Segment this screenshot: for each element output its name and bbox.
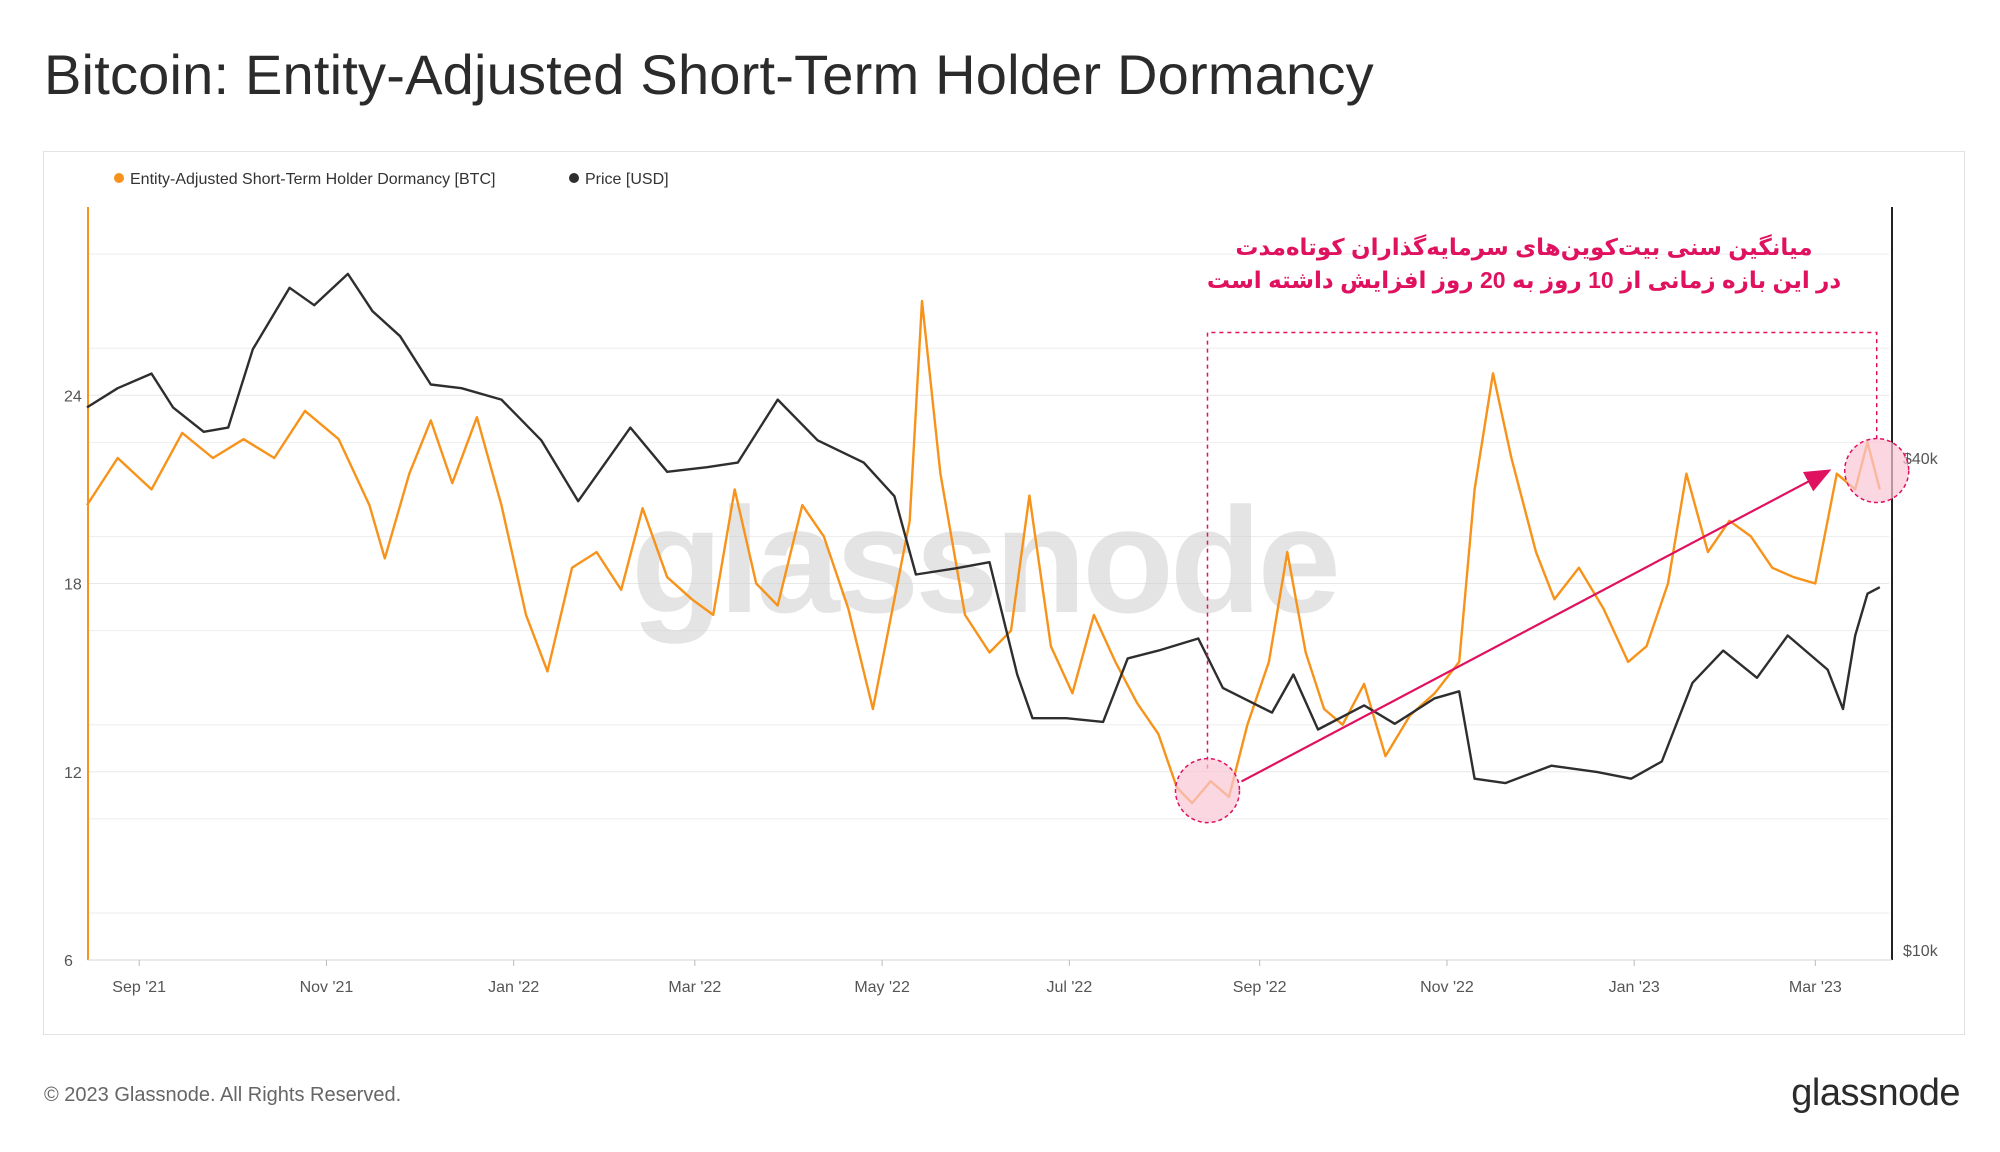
annotation-text-line: میانگین سنی بیت‌کوین‌های سرمایه‌گذاران ک…: [1235, 234, 1812, 261]
annotation-dashed-box: [1206, 331, 1878, 769]
chart-frame: glassnode 6 12 18 24 $10k $40k Sep '21 Nov '21 J…: [43, 151, 1965, 1035]
x-tick-label: Nov '21: [300, 979, 354, 996]
watermark: glassnode: [631, 476, 1341, 644]
y-left-tick-label: 12: [64, 765, 82, 782]
brand-logo[interactable]: glassnode: [1791, 1072, 1960, 1114]
y-left-tick-label: 6: [64, 953, 73, 970]
legend[interactable]: Entity-Adjusted Short-Term Holder Dorman…: [114, 171, 669, 188]
x-tick-label: Jan '23: [1609, 979, 1660, 996]
watermark-text: glassnode: [631, 476, 1337, 644]
y-right-tick-label: $10k: [1903, 943, 1939, 960]
y-right-tick-label: $40k: [1903, 451, 1939, 468]
legend-dot-price[interactable]: [569, 173, 579, 183]
legend-label-dormancy[interactable]: Entity-Adjusted Short-Term Holder Dorman…: [130, 171, 495, 188]
y-left-tick-label: 24: [64, 388, 82, 405]
dormancy-series-line: [85, 299, 1881, 805]
y-left-tick-label: 18: [64, 577, 82, 594]
legend-label-price[interactable]: Price [USD]: [585, 171, 669, 188]
series: [85, 272, 1881, 805]
x-tick-label: May '22: [854, 979, 910, 996]
x-tick-label: Sep '22: [1233, 979, 1287, 996]
x-tick-label: Mar '23: [1789, 979, 1842, 996]
x-tick-label: Mar '22: [668, 979, 721, 996]
x-tick-label: Jul '22: [1046, 979, 1092, 996]
highlight-circle-end: [1843, 437, 1910, 504]
legend-dot-dormancy[interactable]: [114, 173, 124, 183]
annotation-text-line: در این بازه زمانی از 10 روز به 20 روز اف…: [1207, 267, 1842, 294]
annotation: میانگین سنی بیت‌کوین‌های سرمایه‌گذاران ک…: [1174, 234, 1910, 824]
trend-arrow: [1240, 469, 1832, 783]
page-title: Bitcoin: Entity-Adjusted Short-Term Hold…: [44, 43, 1374, 106]
copyright: © 2023 Glassnode. All Rights Reserved.: [44, 1084, 402, 1106]
x-tick-label: Jan '22: [488, 979, 539, 996]
price-series-line: [86, 272, 1881, 785]
axes: 6 12 18 24 $10k $40k Sep '21 Nov '21 Jan '22 Mar …: [64, 207, 1939, 996]
x-tick-label: Sep '21: [112, 979, 166, 996]
chart: glassnode 6 12 18 24 $10k $40k Sep '21 Nov '21 J…: [64, 171, 1939, 996]
x-tick-label: Nov '22: [1420, 979, 1474, 996]
highlight-circle-start: [1174, 757, 1241, 824]
